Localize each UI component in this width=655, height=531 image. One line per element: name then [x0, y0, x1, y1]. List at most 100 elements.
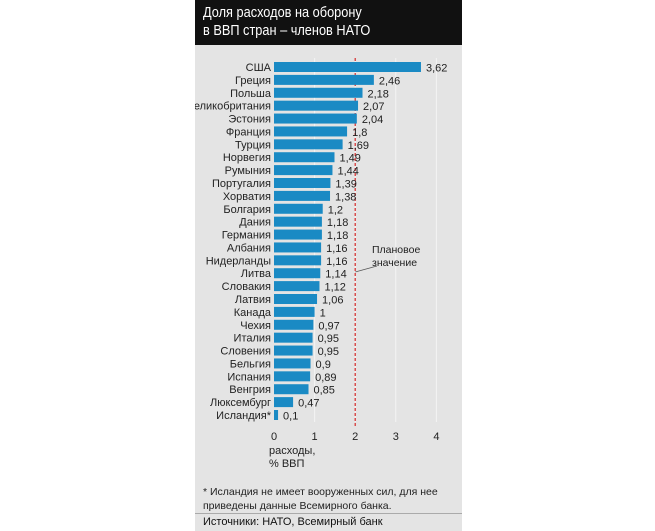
value-label: 1,18 — [327, 217, 348, 229]
bar — [274, 74, 374, 85]
title-line-1: Доля расходов на оборону — [203, 5, 362, 21]
category-label: Канада — [234, 307, 272, 319]
bar — [274, 371, 311, 382]
value-label: 1,12 — [324, 282, 345, 294]
category-label: Румыния — [225, 165, 271, 177]
bar — [274, 281, 320, 292]
category-label: Латвия — [235, 294, 271, 306]
category-label: Нидерланды — [206, 255, 271, 267]
bar — [274, 126, 348, 137]
x-tick-label: 4 — [433, 431, 439, 443]
title-line-2: в ВВП стран – членов НАТО — [203, 23, 371, 39]
value-label: 1,38 — [335, 191, 356, 203]
x-tick-label: 3 — [393, 431, 399, 443]
bar — [274, 62, 421, 72]
value-label: 0,95 — [318, 333, 339, 345]
category-label: Эстония — [228, 114, 271, 126]
category-label: Албания — [227, 242, 271, 254]
category-label: Венгрия — [229, 384, 271, 396]
value-label: 2,07 — [363, 101, 384, 113]
bar — [274, 178, 331, 188]
bar — [274, 268, 321, 279]
value-label: 0,97 — [318, 320, 339, 332]
footnote-line-2: приведены данные Всемирного банка. — [203, 500, 392, 512]
value-label: 2,46 — [379, 75, 400, 87]
category-label: Дания — [239, 217, 271, 229]
bar — [274, 294, 318, 304]
category-label: Норвегия — [223, 152, 271, 164]
x-tick-label: 0 — [271, 431, 277, 443]
x-axis-label-1: расходы, — [269, 445, 316, 457]
category-label: Великобритания — [195, 101, 271, 113]
x-tick-label: 2 — [352, 431, 358, 443]
value-label: 3,62 — [426, 63, 447, 75]
category-label: Португалия — [212, 178, 271, 190]
x-axis-label-2: % ВВП — [269, 458, 305, 470]
bar — [274, 152, 335, 163]
category-label: Чехия — [240, 320, 271, 332]
bar-chart: 0 1 2 3 4 США 3,62 Греция 2,46 Польша 2,18 Великобр… — [195, 58, 447, 443]
bar — [274, 87, 363, 98]
bar — [274, 319, 314, 330]
value-label: 1,2 — [328, 204, 343, 216]
category-label: Болгария — [223, 204, 271, 216]
bar — [274, 100, 359, 111]
category-label: Франция — [226, 126, 271, 138]
category-label: Италия — [234, 333, 272, 345]
value-label: 1,06 — [322, 295, 343, 307]
reference-leader-line — [355, 265, 378, 273]
value-label: 2,18 — [368, 88, 389, 100]
footnote-line-1: * Исландия не имеет вооруженных сил, для… — [203, 486, 438, 498]
bar — [274, 242, 322, 253]
category-label: Люксембург — [210, 397, 271, 409]
bar — [274, 139, 343, 150]
value-label: 0,89 — [315, 372, 336, 384]
bar — [274, 229, 322, 240]
value-label: 1,16 — [326, 256, 347, 268]
category-label: Словения — [220, 346, 271, 358]
reference-label: Плановое значение — [372, 244, 420, 270]
category-label: Испания — [227, 371, 271, 383]
bar — [274, 255, 322, 266]
value-label: 0,95 — [318, 346, 339, 358]
category-label: Греция — [235, 75, 271, 87]
value-label: 1,16 — [326, 243, 347, 255]
bar — [274, 216, 322, 227]
bar — [274, 203, 323, 214]
value-label: 0,47 — [298, 398, 319, 410]
footnote: * Исландия не имеет вооруженных сил, для… — [203, 485, 458, 513]
category-label: США — [246, 62, 272, 74]
category-label: Исландия* — [216, 410, 272, 422]
value-label: 1,18 — [327, 230, 348, 242]
bar — [274, 165, 333, 176]
bar — [274, 384, 309, 395]
value-label: 0,85 — [314, 385, 335, 397]
bar — [274, 358, 311, 369]
x-tick-label: 1 — [312, 431, 318, 443]
category-label: Литва — [241, 268, 272, 280]
bar — [274, 190, 331, 201]
chart-title: Доля расходов на оборону в ВВП стран – ч… — [195, 0, 462, 45]
value-label: 1,69 — [348, 140, 369, 152]
value-label: 1,8 — [352, 127, 367, 139]
divider — [195, 513, 462, 514]
category-label: Германия — [222, 230, 271, 242]
bar — [274, 332, 313, 343]
value-label: 1 — [320, 307, 326, 319]
category-label: Хорватия — [223, 191, 271, 203]
category-label: Словакия — [222, 281, 271, 293]
reference-label-2: значение — [372, 257, 418, 269]
value-label: 1,49 — [339, 153, 360, 165]
value-label: 2,04 — [362, 114, 383, 126]
value-label: 1,39 — [335, 179, 356, 191]
x-axis-label: расходы, % ВВП — [269, 445, 315, 471]
value-label: 0,9 — [316, 359, 331, 371]
chart-panel: Доля расходов на оборону в ВВП стран – ч… — [195, 0, 462, 531]
source: Источники: НАТО, Всемирный банк — [203, 516, 383, 528]
value-label: 1,44 — [337, 166, 358, 178]
category-label: Польша — [230, 88, 272, 100]
bar — [274, 113, 357, 124]
reference-label-1: Плановое — [372, 244, 421, 256]
bar — [274, 397, 294, 408]
bar — [274, 345, 313, 356]
